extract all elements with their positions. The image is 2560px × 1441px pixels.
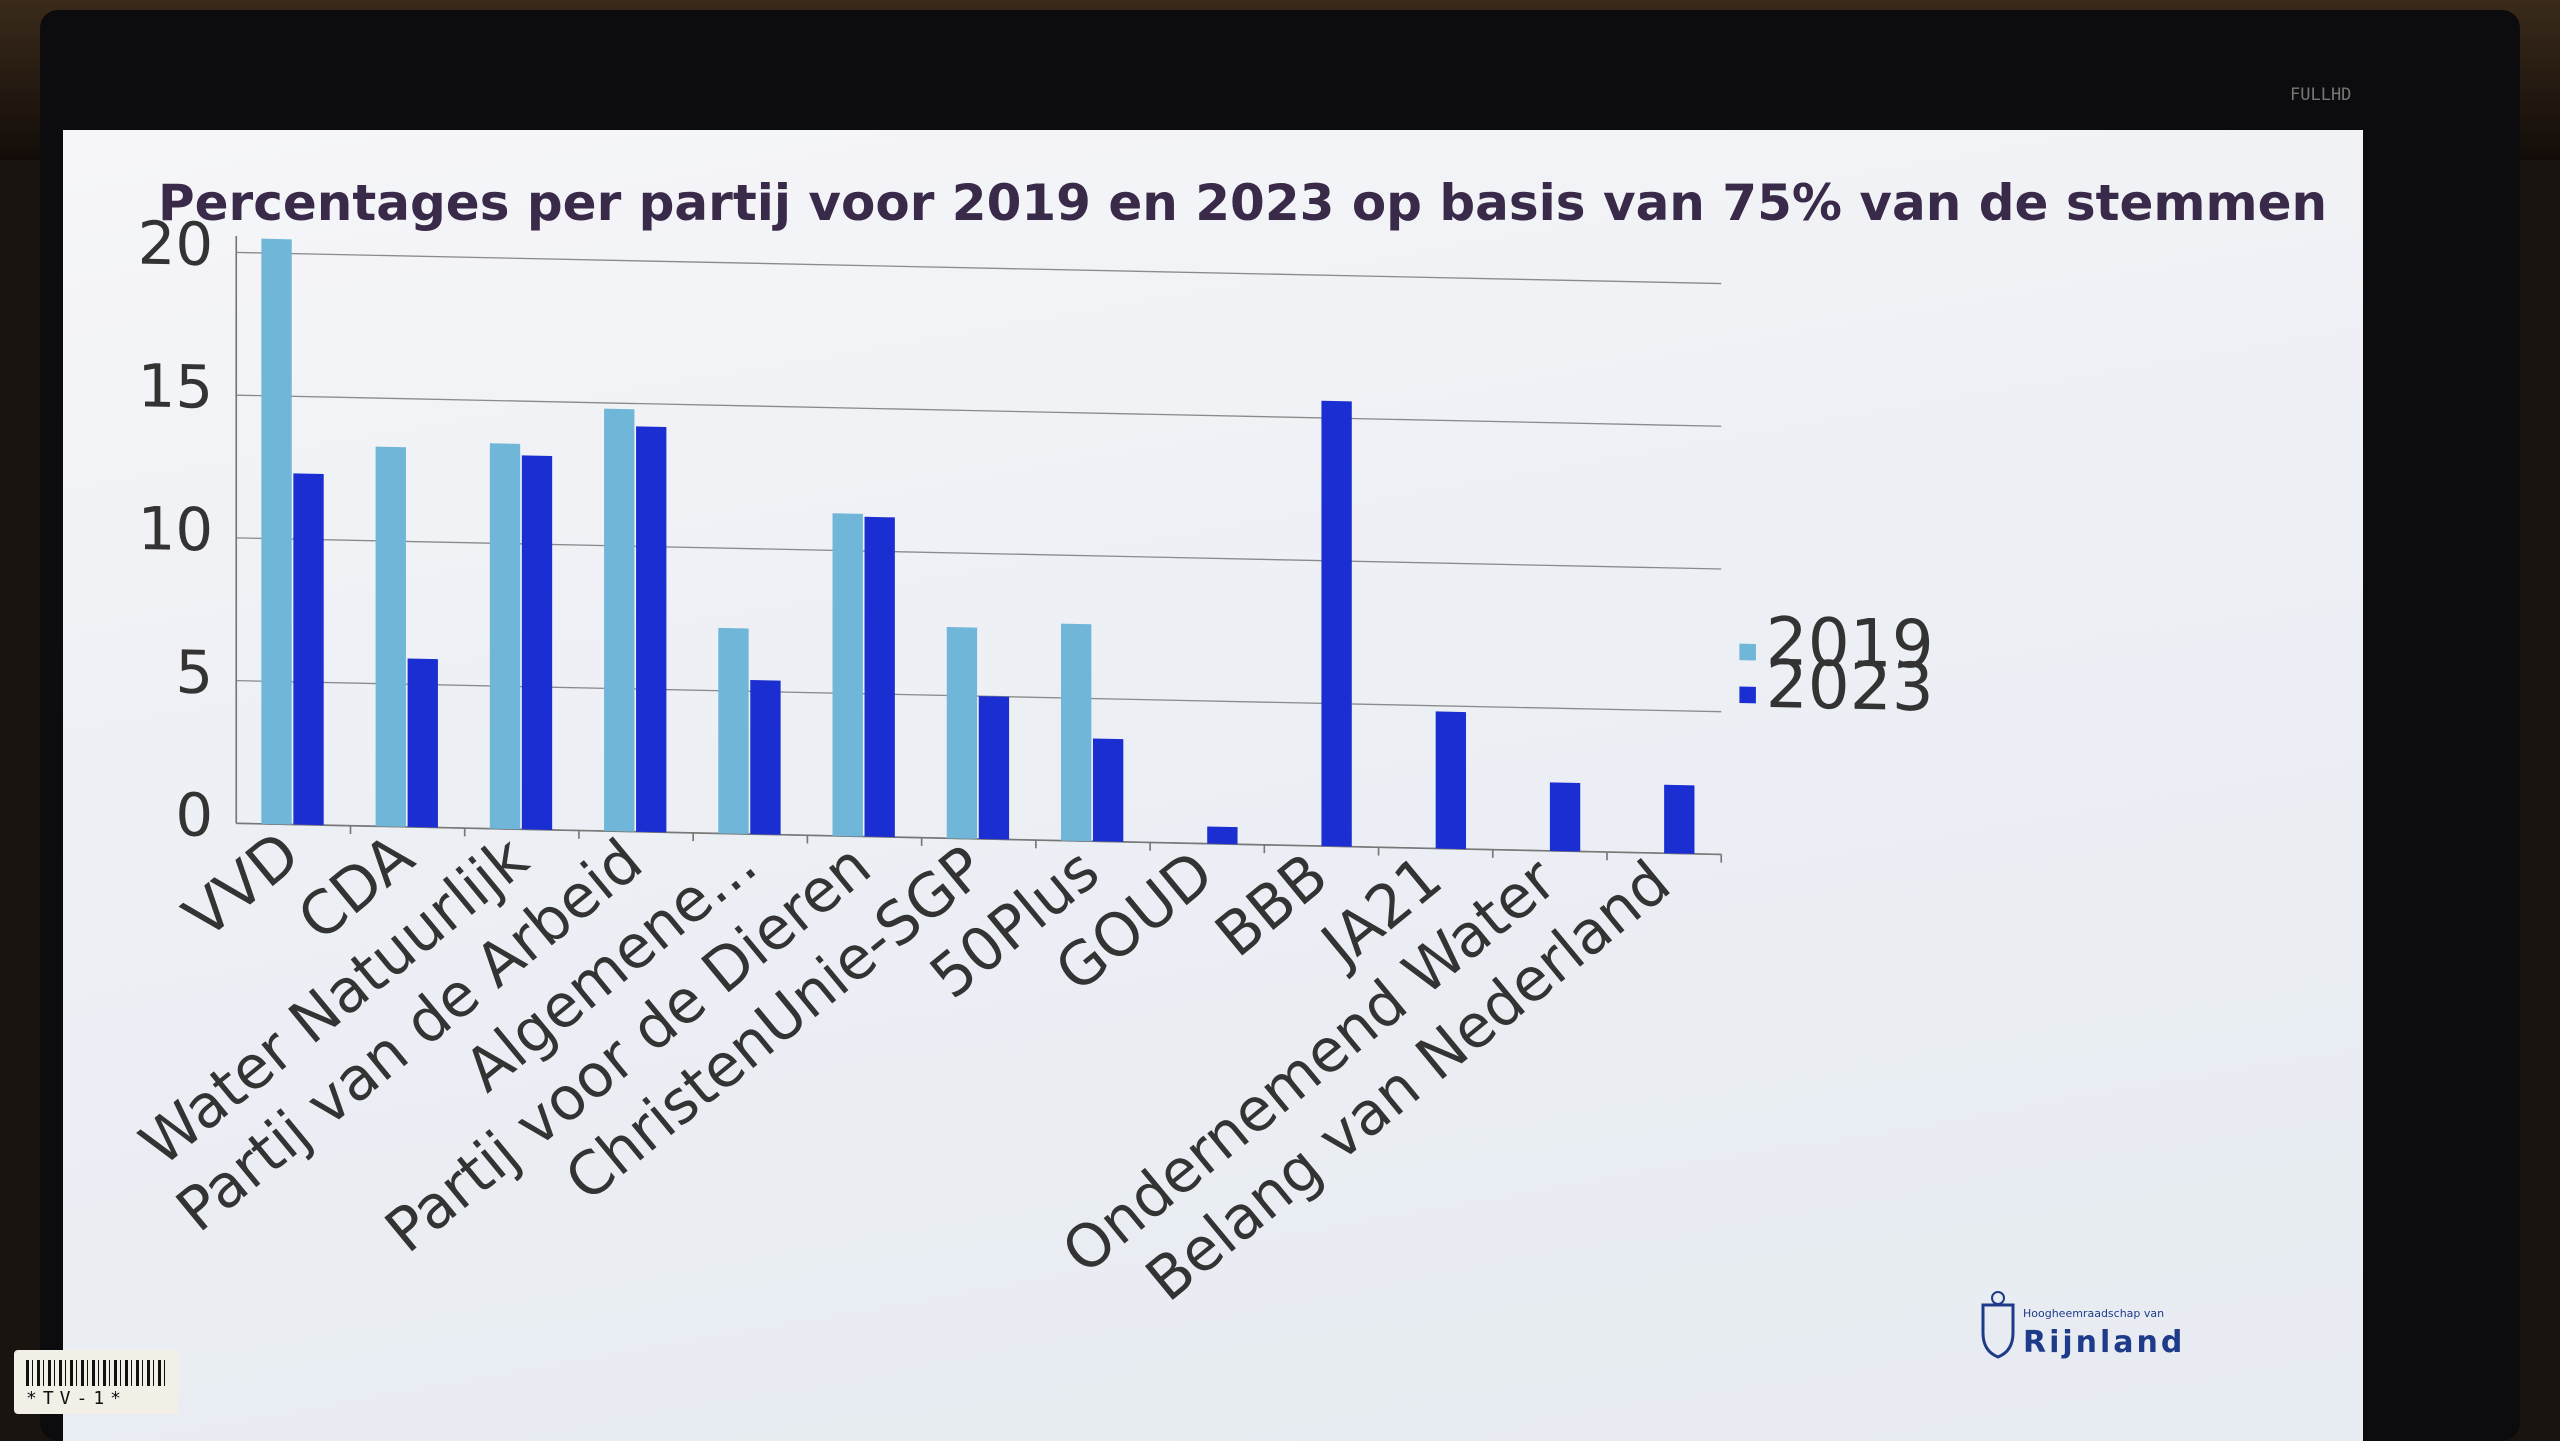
y-tick-label: 5 xyxy=(175,639,213,709)
chart-title: Percentages per partij voor 2019 en 2023… xyxy=(158,174,2327,232)
y-tick-label: 0 xyxy=(175,781,213,851)
legend-swatch xyxy=(1739,686,1756,704)
bar-2023 xyxy=(978,696,1010,840)
bar-2023 xyxy=(1549,782,1581,852)
barcode-icon xyxy=(26,1360,166,1386)
bar-2023 xyxy=(1435,711,1467,850)
bar-chart: Percentages per partij voor 2019 en 2023… xyxy=(128,174,2327,1360)
bar-2019 xyxy=(489,443,521,830)
barcode-sticker: *TV-1* xyxy=(14,1350,179,1414)
bar-2019 xyxy=(375,446,406,827)
legend-label: 2019 xyxy=(1766,603,1934,684)
y-tick-label: 20 xyxy=(138,210,214,281)
bar-2019 xyxy=(261,238,292,825)
y-tick-label: 10 xyxy=(138,495,214,566)
bar-2023 xyxy=(750,679,781,835)
bar-2023 xyxy=(864,516,895,838)
chart-bars xyxy=(261,238,1695,854)
legend-label: 2023 xyxy=(1766,646,1934,727)
y-tick-label: 15 xyxy=(138,352,214,423)
bar-2023 xyxy=(1664,784,1695,854)
rijnland-logo: Hoogheemraadschap van Rijnland xyxy=(1981,1291,2185,1360)
crown-icon xyxy=(1991,1291,2005,1305)
bar-2019 xyxy=(718,627,749,835)
bar-2023 xyxy=(521,455,553,830)
bar-2023 xyxy=(293,473,324,826)
bar-2023 xyxy=(1321,400,1352,847)
logo-subtitle: Hoogheemraadschap van xyxy=(2023,1307,2164,1320)
bar-2019 xyxy=(832,513,863,837)
y-axis-ticks: 0 5 10 15 20 xyxy=(138,210,214,851)
bar-2019 xyxy=(946,626,978,839)
bar-2023 xyxy=(407,658,438,828)
gridline xyxy=(236,537,1722,570)
sticker-text: *TV-1* xyxy=(26,1388,128,1409)
bar-2019 xyxy=(1060,623,1092,842)
logo-name: Rijnland xyxy=(2023,1325,2185,1360)
bar-2019 xyxy=(604,408,635,832)
tv-screen: Percentages per partij voor 2019 en 2023… xyxy=(63,130,2363,1441)
crest-icon xyxy=(1981,1303,2015,1359)
x-category-label: BBB xyxy=(1203,840,1341,970)
legend-swatch xyxy=(1739,643,1756,661)
tv-model-label: FULLHD xyxy=(2290,85,2352,105)
bar-2023 xyxy=(1092,738,1124,842)
bar-2023 xyxy=(636,426,667,833)
gridline xyxy=(236,394,1722,427)
gridline xyxy=(236,251,1722,285)
bar-2023 xyxy=(1207,826,1238,845)
